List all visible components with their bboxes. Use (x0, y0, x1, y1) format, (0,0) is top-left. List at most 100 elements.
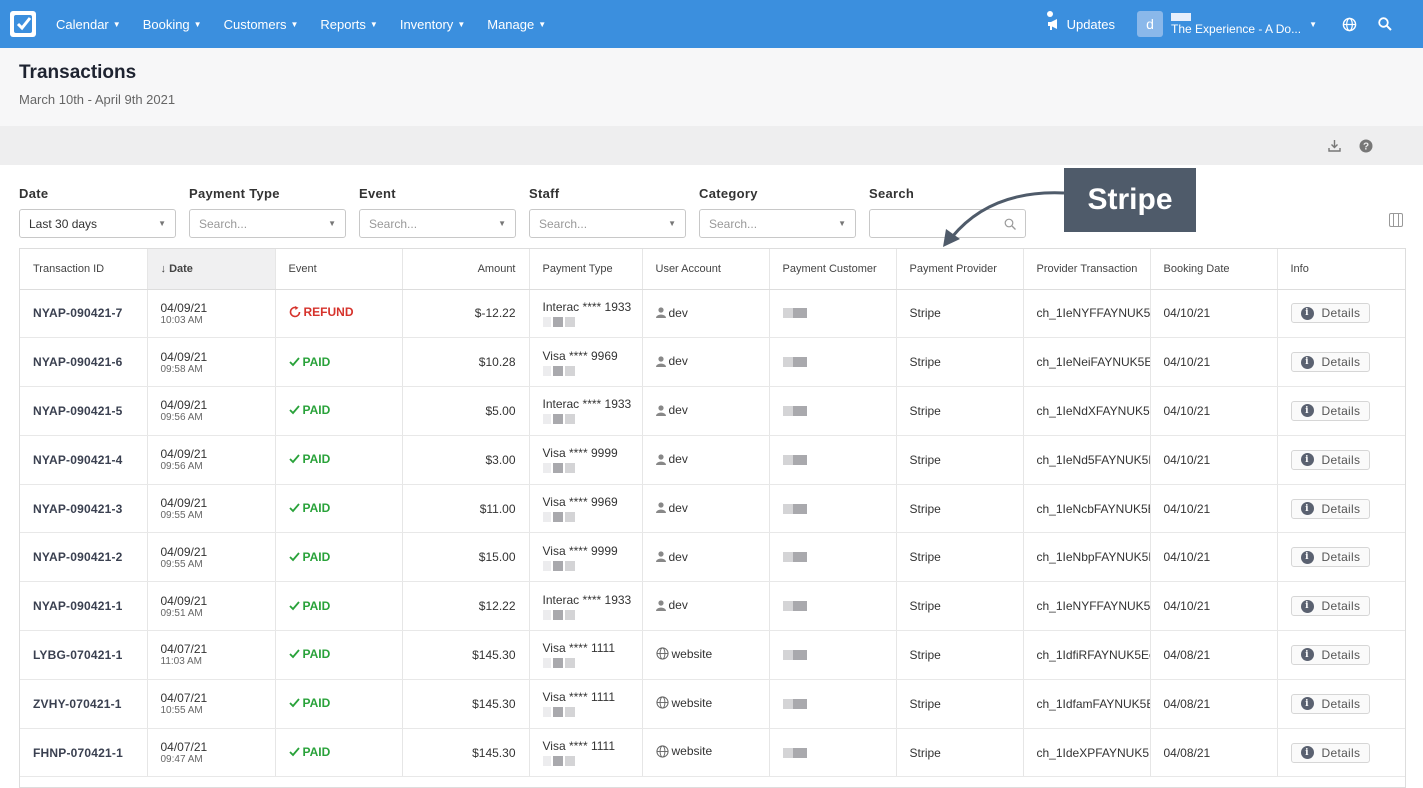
transaction-id[interactable]: NYAP-090421-2 (20, 532, 148, 583)
booking-date: 04/10/21 (1150, 532, 1278, 583)
provider-transaction[interactable]: ch_1IeNdXFAYNUK5E (1023, 386, 1151, 436)
col-payment-provider[interactable]: Payment Provider (896, 249, 1024, 290)
status-label: PAID (302, 696, 331, 711)
col-payment-customer[interactable]: Payment Customer (769, 249, 897, 290)
payment-provider: Stripe (896, 581, 1024, 632)
amount: $11.00 (402, 484, 530, 534)
provider-transaction[interactable]: ch_1IdfiRFAYNUK5Ee (1023, 630, 1151, 680)
app-logo-checkbox-icon[interactable] (10, 11, 36, 37)
booking-date: 04/10/21 (1150, 289, 1278, 339)
col-user-account[interactable]: User Account (642, 249, 770, 290)
redacted-card-info (542, 658, 642, 669)
details-button[interactable]: i Details (1290, 303, 1371, 324)
caret-down-icon: ▼ (1309, 19, 1317, 29)
info-cell: i Details (1277, 581, 1405, 632)
payment-type-cell: Visa **** 9969 (529, 337, 643, 388)
transaction-id[interactable]: NYAP-090421-1 (20, 581, 148, 632)
nav-reports[interactable]: Reports ▼ (320, 17, 377, 32)
table-header-row: Transaction ID ↓ Date Event Amount Payme… (20, 249, 1405, 290)
account-switcher[interactable]: d The Experience - A Do... ▼ (1137, 11, 1317, 37)
provider-transaction[interactable]: ch_1IdfamFAYNUK5E (1023, 679, 1151, 729)
staff-select[interactable]: Search... ▼ (529, 209, 686, 238)
table-row[interactable]: NYAP-090421-2 04/09/21 09:55 AM PAID $15.00 V… (20, 532, 1405, 583)
info-cell: i Details (1277, 679, 1405, 729)
download-icon[interactable] (1327, 139, 1341, 153)
check-icon (288, 698, 300, 708)
provider-transaction[interactable]: ch_1IeNcbFAYNUK5E (1023, 484, 1151, 534)
search-icon[interactable] (1377, 16, 1393, 32)
nav-right: Updates d The Experience - A Do... ▼ (1046, 0, 1413, 48)
details-button[interactable]: i Details (1290, 498, 1371, 519)
info-icon: i (1300, 355, 1314, 369)
user-account: website (655, 696, 712, 710)
details-button[interactable]: i Details (1290, 596, 1371, 617)
provider-transaction[interactable]: ch_1IeNbpFAYNUK5E (1023, 532, 1151, 583)
redacted-card-info (542, 463, 642, 474)
transaction-id[interactable]: LYBG-070421-1 (20, 630, 148, 680)
table-row[interactable]: NYAP-090421-1 04/09/21 09:51 AM PAID $12.22 I… (20, 581, 1405, 632)
transaction-time: 11:03 AM (160, 656, 203, 668)
date-select[interactable]: Last 30 days ▼ (19, 209, 176, 238)
table-row[interactable]: NYAP-090421-5 04/09/21 09:56 AM PAID $5.00 In… (20, 386, 1405, 436)
redacted-customer (782, 747, 896, 758)
globe-icon[interactable] (1341, 16, 1357, 32)
filter-staff-label: Staff (529, 186, 560, 201)
col-transaction-id[interactable]: Transaction ID (20, 249, 148, 290)
nav-customers[interactable]: Customers ▼ (224, 17, 299, 32)
col-provider-transaction[interactable]: Provider Transaction (1023, 249, 1151, 290)
event-cell: PAID (275, 630, 403, 680)
nav-booking[interactable]: Booking ▼ (143, 17, 202, 32)
user-account: dev (655, 354, 688, 368)
col-date[interactable]: ↓ Date (147, 249, 276, 290)
event-select[interactable]: Search... ▼ (359, 209, 516, 238)
col-event[interactable]: Event (275, 249, 403, 290)
table-row[interactable]: NYAP-090421-7 04/09/21 10:03 AM REFUND $-12.… (20, 289, 1405, 339)
provider-transaction[interactable]: ch_1IeNd5FAYNUK5E (1023, 435, 1151, 485)
date-cell: 04/07/21 10:55 AM (147, 679, 276, 729)
provider-transaction[interactable]: ch_1IeNeiFAYNUK5E (1023, 337, 1151, 388)
table-row[interactable]: NYAP-090421-4 04/09/21 09:56 AM PAID $3.00 Vi… (20, 435, 1405, 485)
date-range-subtitle: March 10th - April 9th 2021 (19, 92, 176, 107)
user-account-label: dev (668, 305, 688, 320)
transaction-id[interactable]: FHNP-070421-1 (20, 728, 148, 778)
date-cell: 04/09/21 09:51 AM (147, 581, 276, 632)
col-booking-date[interactable]: Booking Date (1150, 249, 1278, 290)
provider-transaction[interactable]: ch_1IdeXPFAYNUK5E (1023, 728, 1151, 778)
nav-calendar[interactable]: Calendar ▼ (56, 17, 121, 32)
details-button[interactable]: i Details (1290, 352, 1371, 373)
payment-type-select[interactable]: Search... ▼ (189, 209, 346, 238)
column-toggle-icon[interactable] (1389, 213, 1403, 227)
transaction-id[interactable]: NYAP-090421-4 (20, 435, 148, 485)
category-select[interactable]: Search... ▼ (699, 209, 856, 238)
nav-inventory[interactable]: Inventory ▼ (400, 17, 465, 32)
table-row[interactable]: NYAP-090421-6 04/09/21 09:58 AM PAID $10.28 V… (20, 337, 1405, 388)
details-button[interactable]: i Details (1290, 547, 1371, 568)
transaction-date: 04/07/21 (160, 691, 208, 706)
transaction-date: 04/09/21 (160, 544, 208, 559)
check-icon (288, 454, 300, 464)
redacted-customer (782, 405, 896, 416)
transaction-id[interactable]: ZVHY-070421-1 (20, 679, 148, 729)
provider-transaction[interactable]: ch_1IeNYFFAYNUK5E (1023, 289, 1151, 339)
transaction-id[interactable]: NYAP-090421-3 (20, 484, 148, 534)
transaction-id[interactable]: NYAP-090421-5 (20, 386, 148, 436)
col-payment-type[interactable]: Payment Type (529, 249, 643, 290)
details-button[interactable]: i Details (1290, 400, 1371, 421)
transaction-id[interactable]: NYAP-090421-6 (20, 337, 148, 388)
provider-transaction[interactable]: ch_1IeNYFFAYNUK5E (1023, 581, 1151, 632)
details-button[interactable]: i Details (1290, 644, 1371, 665)
details-button[interactable]: i Details (1290, 693, 1371, 714)
help-icon[interactable]: ? (1359, 139, 1373, 153)
col-amount[interactable]: Amount (402, 249, 530, 290)
nav-manage[interactable]: Manage ▼ (487, 17, 546, 32)
transaction-id[interactable]: NYAP-090421-7 (20, 289, 148, 339)
table-row[interactable]: LYBG-070421-1 04/07/21 11:03 AM PAID $145.30… (20, 630, 1405, 680)
date-cell: 04/09/21 09:55 AM (147, 532, 276, 583)
payment-type: Visa **** 9999 (542, 446, 618, 461)
table-row[interactable]: ZVHY-070421-1 04/07/21 10:55 AM PAID $145.30… (20, 679, 1405, 729)
details-button[interactable]: i Details (1290, 742, 1371, 763)
updates-button[interactable]: Updates (1046, 10, 1115, 32)
table-row[interactable]: NYAP-090421-3 04/09/21 09:55 AM PAID $11.00 V… (20, 484, 1405, 534)
table-row[interactable]: FHNP-070421-1 04/07/21 09:47 AM PAID $145.30… (20, 728, 1405, 778)
details-button[interactable]: i Details (1290, 449, 1371, 470)
